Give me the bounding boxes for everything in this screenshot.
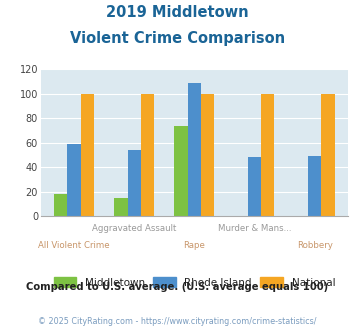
Bar: [175, 126, 188, 216]
Text: Violent Crime Comparison: Violent Crime Comparison: [70, 31, 285, 46]
Bar: [67, 144, 81, 216]
Text: © 2025 CityRating.com - https://www.cityrating.com/crime-statistics/: © 2025 CityRating.com - https://www.city…: [38, 317, 317, 326]
Text: Compared to U.S. average. (U.S. average equals 100): Compared to U.S. average. (U.S. average …: [26, 282, 329, 292]
Bar: [201, 94, 214, 216]
Bar: [321, 94, 335, 216]
Text: Murder & Mans...: Murder & Mans...: [218, 224, 291, 233]
Legend: Middletown, Rhode Island, National: Middletown, Rhode Island, National: [50, 274, 338, 291]
Bar: [308, 156, 321, 216]
Bar: [188, 83, 201, 216]
Bar: [248, 157, 261, 216]
Text: Rape: Rape: [184, 241, 205, 250]
Bar: [261, 94, 274, 216]
Bar: [81, 94, 94, 216]
Bar: [127, 150, 141, 216]
Bar: [141, 94, 154, 216]
Bar: [54, 194, 67, 216]
Text: Robbery: Robbery: [297, 241, 333, 250]
Bar: [114, 198, 127, 216]
Text: All Violent Crime: All Violent Crime: [38, 241, 110, 250]
Text: Aggravated Assault: Aggravated Assault: [92, 224, 176, 233]
Text: 2019 Middletown: 2019 Middletown: [106, 5, 249, 20]
